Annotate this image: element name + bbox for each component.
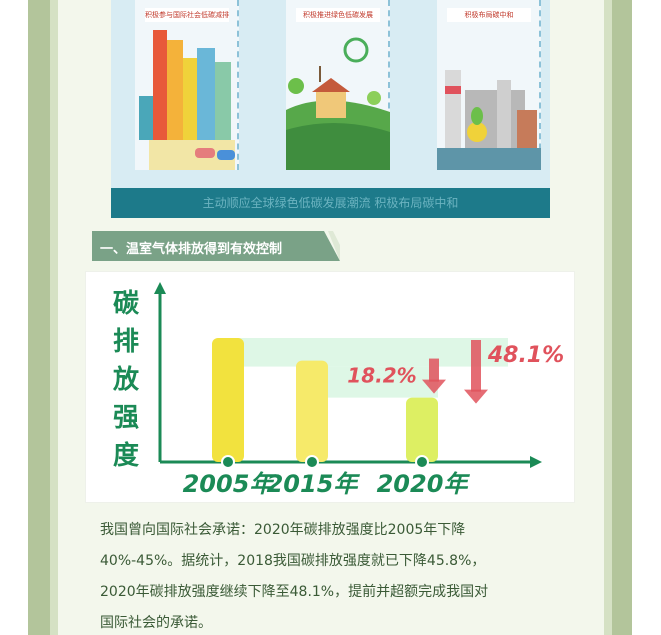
y-axis-label-char: 强	[113, 403, 139, 433]
drop-arrow-18-head	[422, 379, 446, 394]
panel-label-2: 积极推进绿色低碳发展	[296, 8, 380, 22]
y-axis-label-char: 放	[112, 364, 140, 395]
illustration-banner: 积极参与国际社会低碳减排 积极推进绿色低碳发展 积极布局碳中和	[111, 0, 550, 218]
y-axis-label-char: 碳	[113, 289, 140, 319]
x-tick-label: 2020年	[377, 470, 471, 498]
body-paragraph: 我国曾向国际社会承诺：2020年碳排放强度比2005年下降 40%-45%。据统…	[100, 515, 580, 635]
city-illustration	[139, 30, 235, 170]
section-heading: 一、温室气体排放得到有效控制	[92, 231, 340, 261]
banner-footer	[111, 188, 550, 218]
banner-caption: 主动顺应全球绿色低碳发展潮流 积极布局碳中和	[202, 196, 459, 210]
paragraph-line: 40%-45%。据统计，2018我国碳排放强度就已下降45.8%，	[100, 553, 486, 569]
countryside-illustration	[286, 37, 390, 170]
bar-2020年	[406, 397, 438, 462]
bar-2015年	[296, 360, 328, 462]
paragraph-line: 2020年碳排放强度继续下降至48.1%，提前并超额完成我国对	[100, 584, 489, 600]
paragraph-line: 国际社会的承诺。	[100, 615, 212, 631]
x-tick-label: 2015年	[267, 470, 361, 498]
right-frame-edge	[604, 0, 612, 635]
panel-label-3: 积极布局碳中和	[447, 8, 531, 22]
panel-label-1: 积极参与国际社会低碳减排	[145, 8, 229, 22]
drop-band-2015	[228, 338, 508, 367]
y-axis-arrow	[154, 282, 166, 294]
panel-city: 积极参与国际社会低碳减排	[135, 0, 239, 170]
axis-tick-dot	[305, 455, 319, 469]
ribbon-shape	[92, 231, 340, 261]
panel-factory: 积极布局碳中和	[437, 0, 541, 170]
axis-tick-dot	[415, 455, 429, 469]
left-frame-edge	[50, 0, 58, 635]
factory-illustration	[437, 70, 541, 170]
drop-arrow-48-shaft	[471, 340, 481, 392]
panel-countryside: 积极推进绿色低碳发展	[286, 0, 390, 170]
x-axis-arrow	[530, 456, 542, 468]
bar-2005年	[212, 338, 244, 462]
paragraph-line: 我国曾向国际社会承诺：2020年碳排放强度比2005年下降	[100, 522, 466, 538]
axis-tick-dot	[221, 455, 235, 469]
section-heading-text: 一、温室气体排放得到有效控制	[100, 242, 283, 257]
drop-arrow-18-shaft	[429, 358, 439, 382]
y-axis-label-char: 度	[113, 440, 139, 471]
drop-band-2020	[312, 366, 438, 398]
annotation-48-1: 48.1%	[487, 343, 564, 368]
y-axis-label-char: 排	[113, 327, 139, 357]
carbon-intensity-chart: 碳排放强度 2005年 2015年 2020年 18.2% 48.1%	[85, 271, 575, 503]
x-tick-label: 2005年	[183, 470, 277, 498]
annotation-18-2: 18.2%	[347, 364, 416, 388]
drop-arrow-48-head	[464, 389, 488, 404]
